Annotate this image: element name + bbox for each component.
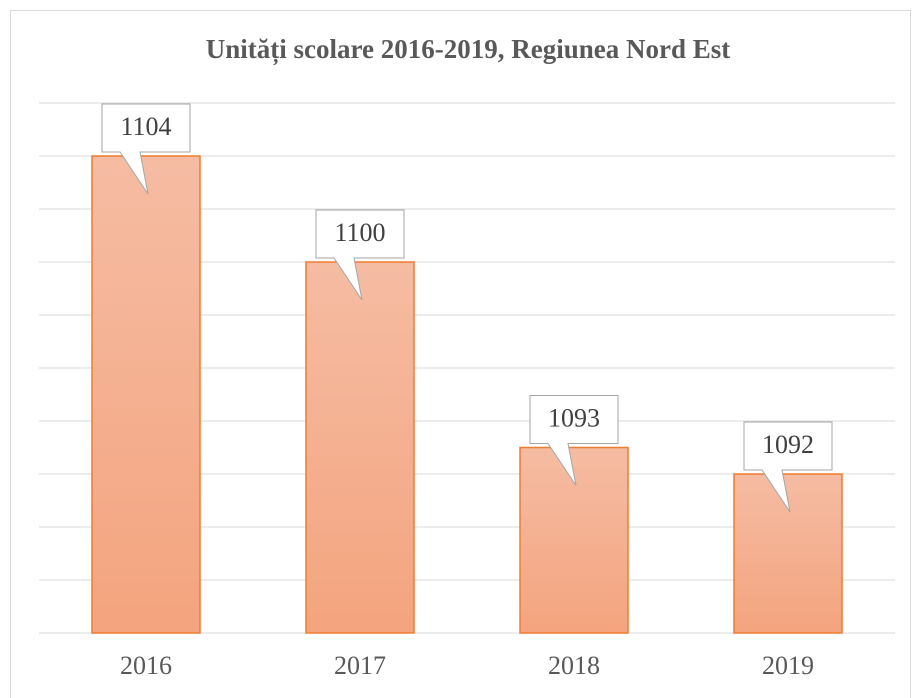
x-tick-label: 2018 [548,651,600,680]
bar [91,155,201,634]
bar [733,473,843,634]
bar [305,261,415,634]
x-tick-label: 2017 [334,651,386,680]
data-label-callout [743,421,833,513]
data-label-callout [101,103,191,195]
data-label: 1092 [762,430,814,459]
chart-title: Unități scolare 2016-2019, Regiunea Nord… [206,34,730,65]
data-label-callout [529,395,619,486]
data-label: 1093 [548,403,600,432]
data-label: 1104 [120,112,171,141]
data-label: 1100 [334,218,385,247]
data-label-callout [315,209,405,301]
x-tick-label: 2019 [762,651,814,680]
marks: 1104 1100 1093 1092 [91,103,843,634]
x-tick-label: 2016 [120,651,172,680]
